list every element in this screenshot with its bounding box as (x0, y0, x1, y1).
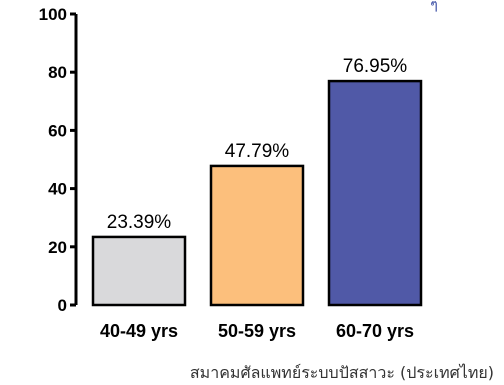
bar (209, 164, 305, 307)
bar (91, 235, 187, 307)
y-axis: 0 20 40 60 80 100 (39, 5, 78, 315)
data-labels: 23.39% 47.79% 76.95% (107, 56, 408, 233)
data-label: 47.79% (225, 141, 290, 162)
y-tick-label: 60 (48, 121, 67, 140)
y-tick-label: 100 (39, 5, 67, 24)
x-axis-labels: 40-49 yrs 50-59 yrs 60-70 yrs (100, 321, 414, 341)
y-tick-label: 0 (58, 296, 67, 315)
y-tick-label: 80 (48, 63, 67, 82)
corner-mark: ๆ (430, 0, 438, 13)
y-tick-label: 40 (48, 180, 67, 199)
bars (91, 79, 423, 307)
x-category-label: 60-70 yrs (336, 321, 414, 341)
y-tick-label: 20 (48, 238, 67, 257)
source-caption: สมาคมศัลแพทย์ระบบปัสสาวะ (ประเทศไทย) (190, 363, 494, 382)
data-label: 76.95% (343, 56, 408, 77)
bar (327, 79, 423, 307)
data-label: 23.39% (107, 212, 172, 233)
x-category-label: 40-49 yrs (100, 321, 178, 341)
x-category-label: 50-59 yrs (218, 321, 296, 341)
